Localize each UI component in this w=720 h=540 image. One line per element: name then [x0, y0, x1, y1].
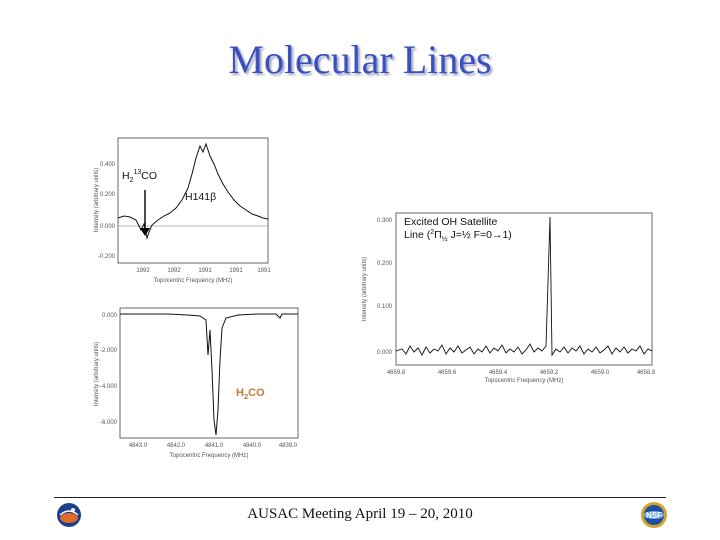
y-tick: -0.200 — [98, 254, 116, 260]
oh-label-line1: Excited OH Satellite — [404, 216, 498, 228]
x-tick: 4659.0 — [591, 370, 610, 376]
x-tick: 1991 — [229, 268, 243, 274]
y-tick: 0.300 — [377, 218, 393, 224]
y-axis-label: Intensity (arbitrary units) — [94, 168, 100, 232]
x-tick: 4658.8 — [637, 370, 656, 376]
spectrum-h213co-panel: 0.400 0.200 0.000 -0.200 1992 1992 1991 … — [88, 130, 288, 290]
x-tick: 4841.0 — [205, 443, 224, 449]
x-tick: 4842.0 — [167, 443, 186, 449]
spectrum-h2co-plot: 0.000 -2.000 -4.000 -6.000 4843.0 4842.0… — [94, 307, 299, 459]
x-tick: 4659.8 — [387, 370, 406, 376]
y-tick: 0.200 — [377, 261, 393, 267]
footer-text: AUSAC Meeting April 19 – 20, 2010 — [247, 506, 473, 522]
x-axis-label: Topocentric Frequency (MHz) — [154, 278, 233, 284]
x-axis-label: Topocentric Frequency (MHz) — [485, 378, 564, 384]
footer-divider — [54, 497, 666, 498]
x-tick: 4659.2 — [540, 370, 559, 376]
x-tick: 1992 — [136, 268, 150, 274]
nsf-logo-text: NSF — [646, 511, 662, 520]
y-tick: 0.400 — [100, 162, 116, 168]
x-tick: 4659.6 — [438, 370, 457, 376]
y-tick: -6.000 — [100, 420, 118, 426]
h141beta-label: H141β — [185, 191, 216, 203]
spectrum-h2co-panel: 0.000 -2.000 -4.000 -6.000 4843.0 4842.0… — [88, 300, 308, 465]
spectrum-h213co-plot: 0.400 0.200 0.000 -0.200 1992 1992 1991 … — [94, 137, 271, 284]
y-tick: 0.000 — [377, 350, 393, 356]
x-tick: 4839.0 — [279, 443, 298, 449]
x-axis-label: Topocentric Frequency (MHz) — [170, 453, 249, 459]
arrow-down-icon — [140, 228, 150, 236]
y-tick: 0.000 — [100, 224, 116, 230]
spectrum-oh-plot: 0.300 0.200 0.100 0.000 4659.8 4659.6 46… — [362, 212, 656, 384]
x-tick: 1991 — [198, 268, 212, 274]
y-tick: 0.100 — [377, 304, 393, 310]
y-tick: -2.000 — [100, 348, 118, 354]
y-axis-label: Intensity (arbitrary units) — [94, 342, 100, 406]
oh-label-line2: Line (2Π½ J=½ F=0→1) — [404, 229, 512, 243]
y-tick: 0.200 — [100, 192, 116, 198]
x-tick: 1992 — [167, 268, 181, 274]
y-tick: -4.000 — [100, 384, 118, 390]
h213co-label: H213CO — [122, 169, 157, 184]
nsf-logo-icon: NSF — [640, 501, 668, 529]
y-axis-label: Intensity (arbitrary units) — [362, 257, 368, 321]
spectrum-oh-panel: 0.300 0.200 0.100 0.000 4659.8 4659.6 46… — [352, 205, 664, 385]
x-tick: 1991 — [257, 268, 271, 274]
x-tick: 4659.4 — [489, 370, 508, 376]
x-tick: 4840.0 — [243, 443, 262, 449]
h2co-label: H2CO — [236, 387, 265, 401]
slide-title: Molecular Lines — [228, 37, 492, 82]
nrao-logo-icon — [56, 502, 82, 528]
x-tick: 4843.0 — [129, 443, 148, 449]
y-tick: 0.000 — [102, 313, 118, 319]
